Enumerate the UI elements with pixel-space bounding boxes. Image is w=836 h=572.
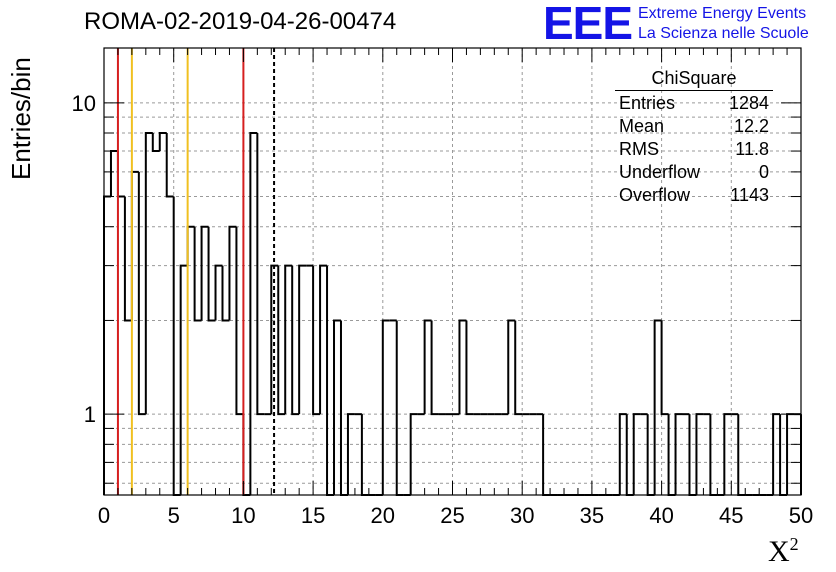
histogram-bin [695, 413, 704, 495]
histogram-bin [130, 170, 139, 321]
histogram-bin [277, 265, 286, 416]
stats-label: Mean [619, 116, 665, 136]
histogram-bin [123, 196, 132, 322]
stats-label: Entries [619, 93, 676, 113]
stats-value: 0 [758, 162, 769, 182]
axes [103, 47, 802, 496]
histogram-bin [165, 132, 174, 198]
x-tick-label: 10 [231, 503, 255, 528]
stats-row-underflow: Underflow 0 [611, 162, 777, 185]
stats-value: 1143 [730, 185, 769, 205]
stats-value: 11.8 [735, 139, 769, 159]
histogram-bin [458, 319, 467, 415]
histogram-bin [660, 320, 669, 416]
histogram-bin [158, 131, 167, 152]
histogram-bin [228, 225, 237, 321]
histogram-bin [395, 320, 404, 496]
stats-label: RMS [619, 139, 659, 159]
histogram-bin [214, 264, 223, 321]
histogram-bin [333, 319, 341, 495]
histogram-bin [235, 226, 244, 416]
logo-line-1: Extreme Energy Events [638, 5, 807, 22]
x-tick-label: 5 [168, 503, 180, 528]
histogram-bin [186, 225, 195, 266]
histogram-bin [674, 413, 683, 495]
histogram-bin [381, 319, 390, 495]
x-tick-label: 35 [580, 503, 604, 528]
histogram-bin [249, 131, 258, 495]
stats-value: 12.2 [733, 116, 769, 136]
x-axis-label: X2 [768, 534, 799, 569]
x-tick-label: 30 [510, 503, 534, 528]
logo-line-2: La Scienza nelle Scuole [638, 25, 809, 42]
histogram-bin [109, 150, 118, 197]
histogram-bin [465, 320, 474, 416]
histogram-bin [144, 131, 153, 415]
histogram-bin [172, 196, 181, 496]
histogram-bin [179, 264, 188, 495]
x-axis-label-superscript: 2 [789, 534, 799, 554]
y-axis-label: Entries/bin [6, 57, 36, 180]
histogram-bin [312, 265, 321, 416]
y-tick-label: 10 [72, 91, 96, 116]
chart-title: ROMA-02-2019-04-26-00474 [84, 8, 397, 35]
x-tick-label: 20 [371, 503, 395, 528]
histogram-bin [723, 413, 732, 495]
stats-box: ChiSquare Entries 1284 Mean 12.2 RMS 11.… [611, 68, 777, 208]
x-tick-label: 45 [719, 503, 743, 528]
histogram-bin [423, 319, 432, 415]
eee-logo: EEE [543, 0, 633, 49]
grid-lines [104, 48, 801, 495]
stats-label: Underflow [619, 162, 701, 182]
histogram-bin [772, 413, 781, 495]
x-axis-label-base: X [768, 535, 790, 568]
histogram-bin [103, 195, 111, 495]
histogram-bin [339, 320, 348, 496]
histogram-bin [151, 132, 160, 153]
stats-row-overflow: Overflow 1143 [611, 185, 777, 208]
x-tick-label: 40 [649, 503, 673, 528]
histogram-bin [256, 132, 265, 416]
reference-lines [116, 48, 276, 495]
stats-title: ChiSquare [615, 68, 773, 91]
histogram-bin [653, 319, 662, 495]
histogram-bin [221, 265, 230, 322]
histogram-bin [137, 171, 146, 416]
y-tick-label: 1 [84, 402, 96, 427]
tick-labels: 0 5 10 15 20 25 30 35 40 45 50 1 10 [72, 91, 814, 528]
x-tick-label: 0 [98, 503, 110, 528]
histogram-bin [507, 319, 516, 415]
histogram-bin [200, 225, 209, 321]
stats-value: 1284 [728, 93, 769, 113]
histogram-bin [284, 264, 293, 415]
histogram-bin [632, 413, 641, 495]
histogram-bin [319, 264, 328, 415]
histogram-bin [409, 413, 418, 495]
x-tick-label: 50 [789, 503, 813, 528]
stats-label: Overflow [619, 185, 691, 205]
stats-row-rms: RMS 11.8 [611, 139, 777, 162]
histogram-bin [346, 413, 355, 495]
histogram-bin [193, 226, 202, 322]
x-tick-label: 25 [440, 503, 464, 528]
histogram-bin [430, 320, 439, 416]
histogram-bin [270, 264, 279, 415]
histogram-bin [298, 264, 307, 415]
histogram-bin [326, 265, 335, 496]
histogram-bin [291, 265, 300, 416]
histogram-bin [116, 151, 125, 198]
stats-row-mean: Mean 12.2 [611, 116, 777, 139]
x-tick-label: 15 [301, 503, 325, 528]
histogram-bin [618, 413, 627, 495]
histogram-bin [514, 320, 523, 416]
stats-row-entries: Entries 1284 [611, 93, 777, 116]
histogram-bin [207, 226, 216, 322]
